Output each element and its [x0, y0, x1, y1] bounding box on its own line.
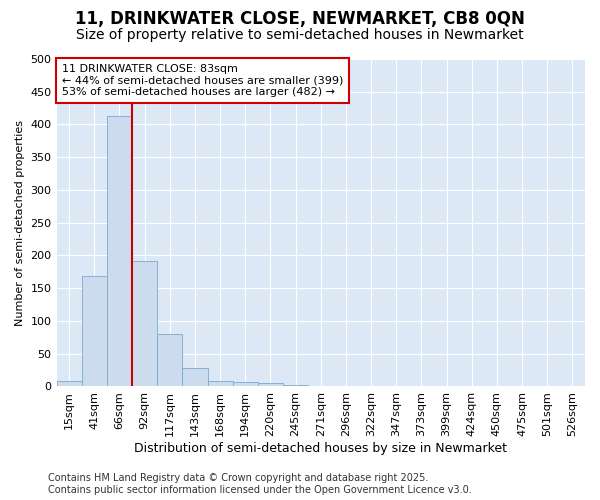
Bar [157, 334, 182, 386]
Y-axis label: Number of semi-detached properties: Number of semi-detached properties [15, 120, 25, 326]
Text: 11 DRINKWATER CLOSE: 83sqm
← 44% of semi-detached houses are smaller (399)
53% o: 11 DRINKWATER CLOSE: 83sqm ← 44% of semi… [62, 64, 343, 97]
Bar [82, 276, 107, 386]
Text: Size of property relative to semi-detached houses in Newmarket: Size of property relative to semi-detach… [76, 28, 524, 42]
Bar [233, 382, 258, 386]
Bar [208, 380, 233, 386]
Text: 11, DRINKWATER CLOSE, NEWMARKET, CB8 0QN: 11, DRINKWATER CLOSE, NEWMARKET, CB8 0QN [75, 10, 525, 28]
Bar [132, 262, 157, 386]
Bar [283, 385, 308, 386]
Text: Contains HM Land Registry data © Crown copyright and database right 2025.
Contai: Contains HM Land Registry data © Crown c… [48, 474, 472, 495]
Bar [258, 383, 283, 386]
X-axis label: Distribution of semi-detached houses by size in Newmarket: Distribution of semi-detached houses by … [134, 442, 507, 455]
Bar [56, 380, 82, 386]
Bar [182, 368, 208, 386]
Bar [107, 116, 132, 386]
